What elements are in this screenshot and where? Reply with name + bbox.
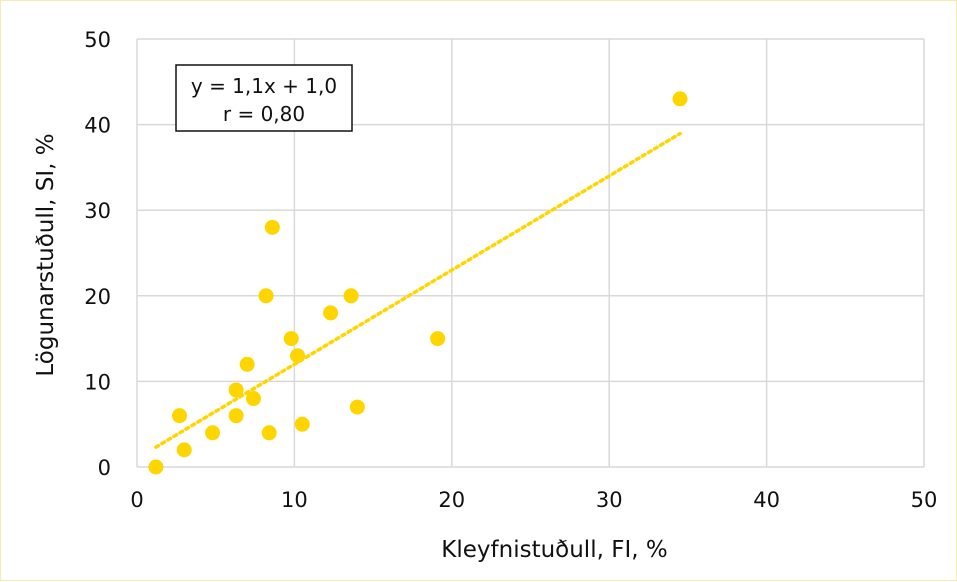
x-tick-label: 0	[130, 488, 143, 512]
y-tick-label: 20	[84, 285, 111, 309]
data-point	[343, 288, 359, 304]
x-tick-label: 10	[281, 488, 308, 512]
data-point	[176, 442, 192, 458]
data-point	[264, 219, 280, 235]
data-point	[171, 408, 187, 424]
regression-equation: y = 1,1x + 1,0	[191, 74, 337, 98]
data-point	[323, 305, 339, 321]
data-point	[294, 416, 310, 432]
data-point	[283, 331, 299, 347]
y-tick-label: 0	[98, 456, 111, 480]
y-tick-label: 40	[84, 114, 111, 138]
data-point	[148, 459, 164, 475]
trendline	[154, 131, 682, 449]
data-point	[228, 382, 244, 398]
x-tick-label: 30	[596, 488, 623, 512]
data-point	[430, 331, 446, 347]
data-point	[672, 91, 688, 107]
data-point	[245, 391, 261, 407]
data-point	[258, 288, 274, 304]
x-axis-title: Kleyfnistuðull, FI, %	[441, 537, 667, 563]
data-point	[261, 425, 277, 441]
y-tick-label: 30	[84, 199, 111, 223]
correlation-coefficient: r = 0,80	[223, 102, 305, 126]
y-tick-label: 10	[84, 370, 111, 394]
x-tick-label: 40	[753, 488, 780, 512]
x-tick-label: 50	[911, 488, 938, 512]
data-point	[239, 356, 255, 372]
y-axis-title: Lögunarstuðull, SI, %	[33, 133, 59, 376]
y-tick-label: 50	[84, 28, 111, 52]
data-point	[205, 425, 221, 441]
data-point	[228, 408, 244, 424]
data-point	[290, 348, 306, 364]
regression-annotation: y = 1,1x + 1,0 r = 0,80	[175, 64, 353, 132]
x-axis-ticks: 0 10 20 30 40 50	[130, 488, 937, 512]
data-points	[148, 91, 688, 475]
y-axis-ticks: 0 10 20 30 40 50	[84, 28, 111, 480]
data-point	[349, 399, 365, 415]
annotation-box	[175, 64, 353, 132]
x-tick-label: 20	[438, 488, 465, 512]
